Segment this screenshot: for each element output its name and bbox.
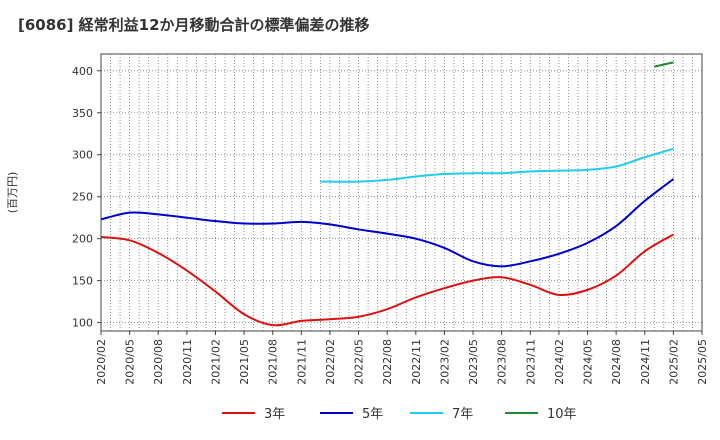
- x-tick-label: 2024/08: [610, 339, 623, 385]
- x-tick-label: 2022/08: [381, 339, 394, 385]
- y-tick-label: 100: [72, 317, 93, 330]
- series-line-4: [654, 61, 674, 68]
- x-tick-label: 2023/08: [496, 339, 509, 385]
- y-tick-label: 200: [72, 233, 93, 246]
- legend-label: 5年: [362, 407, 383, 422]
- x-tick-label: 2021/05: [238, 339, 251, 385]
- x-tick-label: 2023/02: [438, 339, 451, 385]
- x-tick-label: 2022/11: [410, 339, 423, 385]
- x-tick-label: 2020/05: [124, 339, 137, 385]
- x-tick-label: 2021/08: [267, 339, 280, 385]
- x-tick-label: 2024/02: [553, 339, 566, 385]
- legend-label: 7年: [452, 407, 473, 422]
- x-tick-label: 2020/02: [95, 339, 108, 385]
- x-tick-label: 2025/05: [696, 339, 709, 385]
- legend: 3年 5年 7年 10年: [222, 407, 577, 422]
- x-tick-label: 2024/05: [582, 339, 595, 385]
- series-line-2: [100, 178, 674, 268]
- x-tick-label: 2020/11: [181, 339, 194, 385]
- axes: 100 150 200 250 300 350 400 2020/02 2020/05 2020/…: [6, 53, 709, 385]
- legend-label: 3年: [264, 407, 285, 422]
- y-tick-label: 300: [72, 149, 93, 162]
- grid: [101, 54, 702, 331]
- x-tick-label: 2023/05: [467, 339, 480, 385]
- series-lines: [100, 61, 674, 327]
- x-tick-label: 2023/11: [524, 339, 537, 385]
- series-line-1: [100, 233, 674, 327]
- y-tick-label: 150: [72, 275, 93, 288]
- x-tick-label: 2021/11: [295, 339, 308, 385]
- x-tick-label: 2021/02: [209, 339, 222, 385]
- y-tick-label: 250: [72, 191, 93, 204]
- series-line-3: [320, 147, 674, 183]
- y-tick-label: 400: [72, 65, 93, 78]
- x-tick-label: 2025/02: [667, 339, 680, 385]
- x-tick-label: 2022/02: [324, 339, 337, 385]
- y-axis-label: (百万円): [6, 172, 19, 214]
- legend-label: 10年: [547, 407, 577, 422]
- y-tick-label: 350: [72, 107, 93, 120]
- plot-frame: [100, 53, 703, 332]
- x-tick-label: 2024/11: [639, 339, 652, 385]
- x-tick-label: 2020/08: [152, 339, 165, 385]
- chart-title: [6086] 経常利益12か月移動合計の標準偏差の推移: [18, 16, 370, 34]
- x-tick-label: 2022/05: [353, 339, 366, 385]
